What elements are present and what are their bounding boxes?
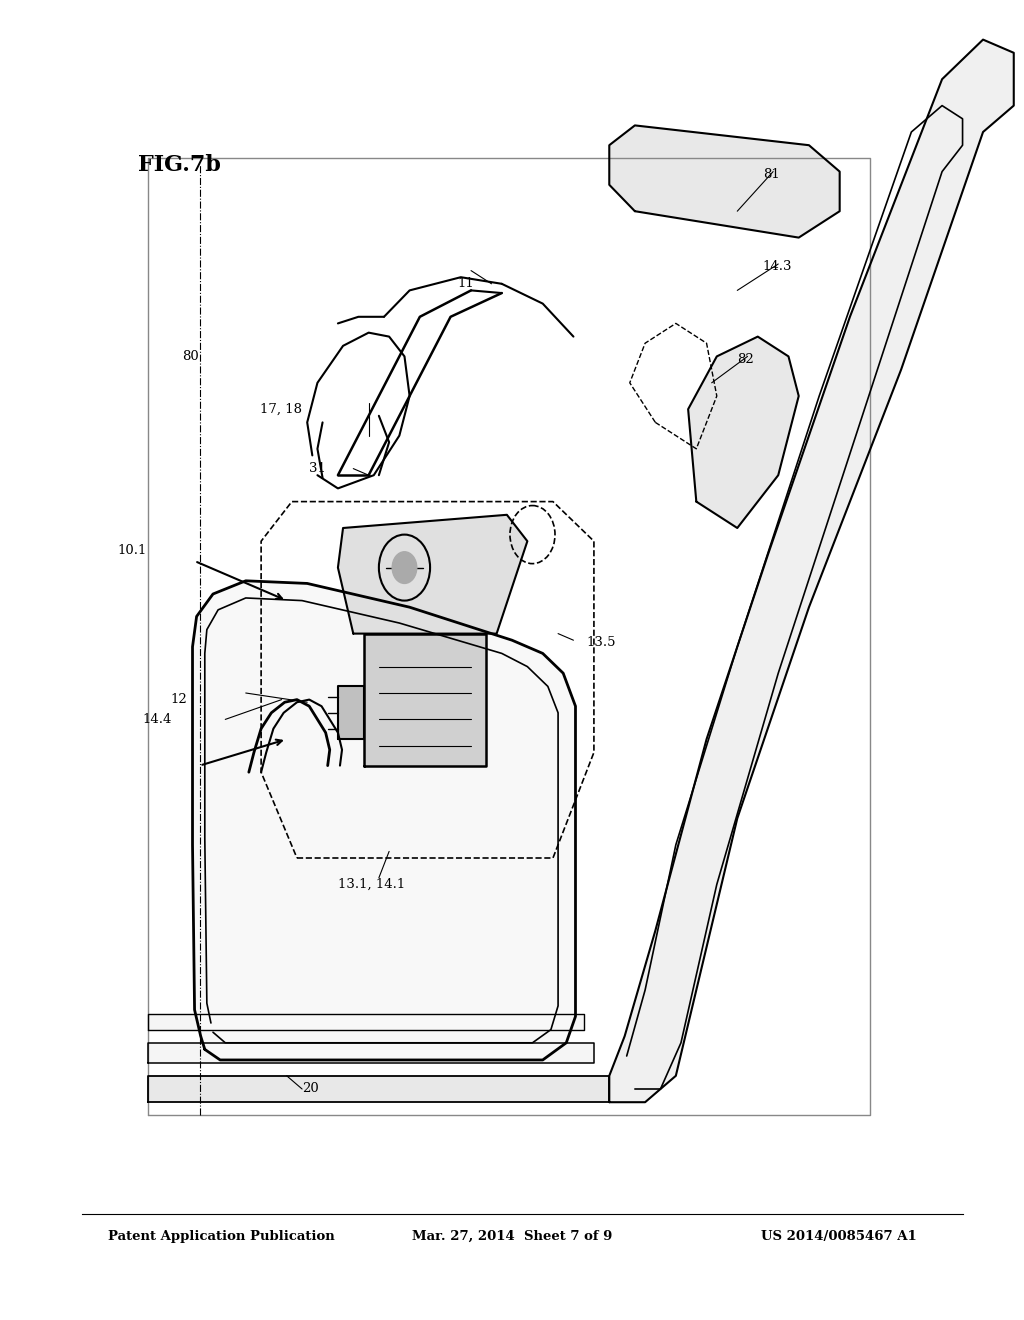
- Polygon shape: [148, 1043, 594, 1063]
- Text: 82: 82: [737, 352, 754, 366]
- Text: 17, 18: 17, 18: [260, 403, 302, 416]
- Text: 31: 31: [309, 462, 326, 475]
- Polygon shape: [609, 40, 1014, 1102]
- Polygon shape: [148, 1014, 584, 1030]
- Text: 13.5: 13.5: [587, 636, 616, 649]
- Circle shape: [392, 552, 417, 583]
- Text: 80: 80: [182, 350, 199, 363]
- Text: 13.1, 14.1: 13.1, 14.1: [338, 878, 406, 891]
- Text: 81: 81: [763, 168, 779, 181]
- Polygon shape: [364, 634, 486, 766]
- Text: 10.1: 10.1: [117, 544, 146, 557]
- Polygon shape: [338, 686, 364, 739]
- Text: US 2014/0085467 A1: US 2014/0085467 A1: [761, 1230, 916, 1243]
- Polygon shape: [688, 337, 799, 528]
- Polygon shape: [338, 515, 527, 634]
- Text: FIG.7b: FIG.7b: [138, 154, 220, 176]
- Text: 14.4: 14.4: [142, 713, 172, 726]
- Polygon shape: [148, 1076, 609, 1102]
- Text: 12: 12: [171, 693, 187, 706]
- Polygon shape: [609, 125, 840, 238]
- Text: 14.3: 14.3: [763, 260, 793, 273]
- Text: 11: 11: [458, 277, 474, 290]
- Text: Patent Application Publication: Patent Application Publication: [108, 1230, 334, 1243]
- Polygon shape: [193, 581, 575, 1060]
- Text: Mar. 27, 2014  Sheet 7 of 9: Mar. 27, 2014 Sheet 7 of 9: [412, 1230, 612, 1243]
- Text: 20: 20: [302, 1082, 318, 1096]
